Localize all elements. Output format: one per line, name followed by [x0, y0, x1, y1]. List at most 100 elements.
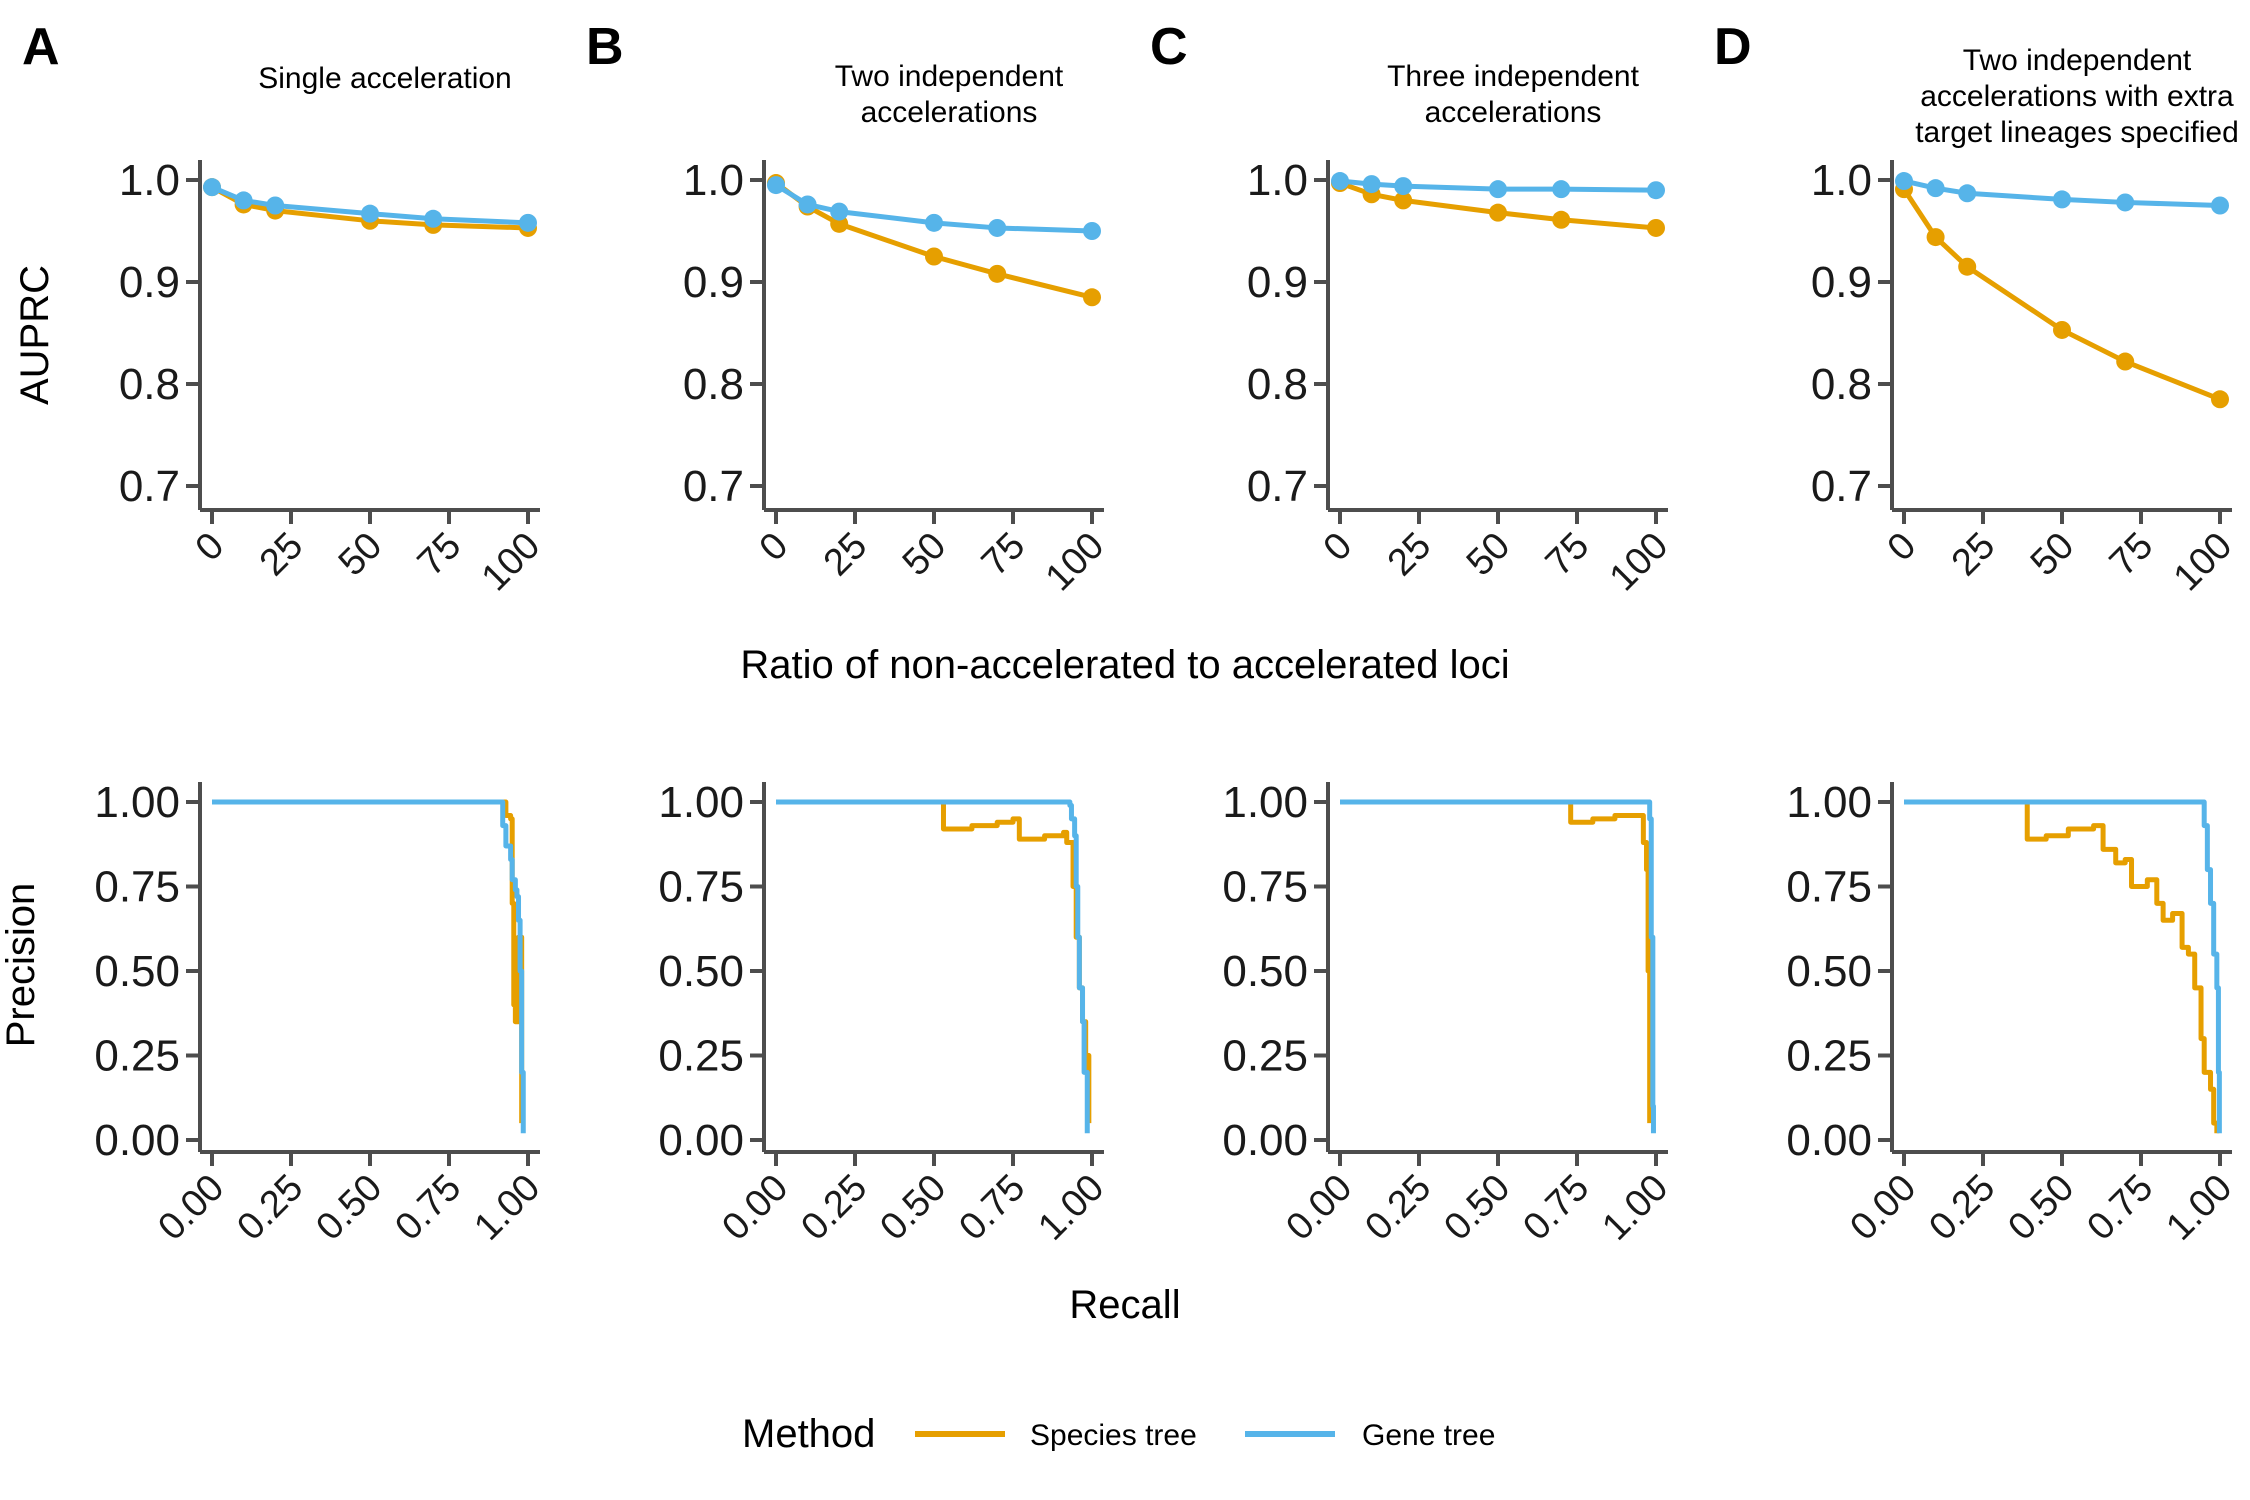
chart-bottom-B: 0.000.250.500.751.000.000.250.500.751.00	[658, 778, 1112, 1249]
legend-label: Species tree	[1030, 1419, 1197, 1452]
x-tick-label: 0.50	[872, 1167, 954, 1249]
x-tick-label: 25	[1380, 525, 1440, 585]
series-line-species-tree	[1901, 187, 2221, 402]
data-point	[2211, 196, 2229, 215]
x-tick-label: 0.50	[2000, 1167, 2082, 1249]
y-tick-label: 0.50	[1786, 947, 1872, 996]
data-point	[2053, 320, 2071, 339]
data-point	[1331, 172, 1349, 191]
y-tick-label: 0.00	[94, 1116, 180, 1165]
x-tick-label: 75	[974, 525, 1034, 585]
y-tick-label: 0.8	[1811, 360, 1872, 409]
series-line-species-tree	[774, 181, 1093, 300]
legend: Method Species tree Gene tree	[742, 1412, 1495, 1456]
data-point	[361, 204, 379, 223]
x-tick-label: 50	[2023, 525, 2083, 585]
panel-title: accelerations	[1425, 96, 1602, 129]
x-tick-label: 0.25	[229, 1167, 311, 1249]
y-tick-label: 0.7	[119, 462, 180, 511]
data-point	[1083, 288, 1101, 307]
y-tick-label: 1.0	[1247, 156, 1308, 205]
panel-title: accelerations with extra	[1920, 80, 2234, 113]
data-point	[424, 209, 443, 228]
y-tick-label: 1.0	[1811, 156, 1872, 205]
x-tick-label: 0.75	[1515, 1167, 1597, 1249]
y-tick-label: 0.00	[1786, 1116, 1872, 1165]
x-tick-label: 100	[474, 525, 549, 600]
x-tick-label: 0	[1316, 525, 1361, 570]
y-tick-label: 0.7	[683, 462, 744, 511]
x-tick-label: 0.75	[951, 1167, 1033, 1249]
x-tick-label: 0.25	[1357, 1167, 1439, 1249]
y-tick-label: 0.25	[1222, 1032, 1308, 1081]
x-tick-label: 0.75	[387, 1167, 469, 1249]
chart-bottom-D: 0.000.250.500.751.000.000.250.500.751.00	[1786, 778, 2240, 1249]
data-point	[1362, 175, 1381, 194]
chart-top-B: 0.7 0.8 0.9 1.0 0 25 50 75 100	[683, 156, 1113, 599]
x-tick-label: 0.75	[2079, 1167, 2161, 1249]
panel-title: target lineages specified	[1915, 116, 2239, 149]
legend-label: Gene tree	[1362, 1419, 1495, 1452]
y-tick-label: 0.75	[94, 863, 180, 912]
panel-letter: A	[22, 18, 60, 76]
data-point	[1394, 191, 1413, 210]
x-tick-label: 1.00	[1594, 1167, 1676, 1249]
y-tick-label: 0.9	[683, 258, 744, 307]
panel-title: Two independent	[835, 60, 1064, 93]
data-point	[2053, 190, 2071, 209]
data-point	[1552, 180, 1571, 199]
panel-title: Three independent	[1387, 60, 1640, 93]
panel-letter: D	[1714, 18, 1752, 76]
y-tick-label: 0.75	[658, 863, 744, 912]
data-point	[988, 264, 1007, 283]
series-line-species-tree	[1904, 799, 2220, 1134]
y-tick-label: 0.25	[1786, 1032, 1872, 1081]
x-tick-label: 50	[895, 525, 955, 585]
x-tick-label: 0.00	[1842, 1167, 1924, 1249]
y-tick-label: 0.50	[1222, 947, 1308, 996]
x-tick-label: 0.00	[1278, 1167, 1360, 1249]
series-line-species-tree	[212, 799, 525, 1124]
chart-bottom-C: 0.000.250.500.751.000.000.250.500.751.00	[1222, 778, 1676, 1249]
y-tick-label: 0.75	[1786, 863, 1872, 912]
data-point	[2116, 193, 2135, 212]
y-tick-label: 0.7	[1811, 462, 1872, 511]
data-point	[2116, 352, 2135, 371]
x-tick-label: 0	[188, 525, 233, 570]
legend-title: Method	[742, 1412, 875, 1456]
series-line-gene-tree	[212, 799, 526, 1134]
y-tick-label: 1.00	[1786, 778, 1872, 827]
y-tick-label: 1.0	[683, 156, 744, 205]
y-tick-label: 1.00	[658, 778, 744, 827]
data-point	[1394, 177, 1413, 196]
x-tick-label: 0.50	[308, 1167, 390, 1249]
x-tick-label: 75	[2102, 525, 2162, 585]
panel-letter: B	[586, 18, 624, 76]
data-point	[1958, 257, 1977, 276]
y-tick-label: 0.7	[1247, 462, 1308, 511]
data-point	[1926, 228, 1945, 247]
x-tick-label: 25	[252, 525, 312, 585]
data-point	[1958, 184, 1977, 203]
data-point	[767, 176, 785, 195]
series-line-species-tree	[1340, 799, 1653, 1124]
y-tick-label: 0.9	[1811, 258, 1872, 307]
data-point	[234, 191, 253, 210]
data-point	[1552, 210, 1571, 229]
data-point	[1895, 172, 1913, 191]
y-tick-label: 0.9	[1247, 258, 1308, 307]
chart-top-D: 0.7 0.8 0.9 1.0 0 25 50 75 100	[1811, 156, 2241, 599]
data-point	[1926, 179, 1945, 198]
x-tick-label: 25	[816, 525, 876, 585]
x-tick-label: 0.25	[1921, 1167, 2003, 1249]
x-tick-label: 0.50	[1436, 1167, 1518, 1249]
series-line-gene-tree	[1904, 799, 2222, 1134]
bottom-y-axis-title: Precision	[0, 883, 43, 1048]
x-tick-label: 50	[331, 525, 391, 585]
series-line-gene-tree	[776, 799, 1090, 1134]
x-tick-label: 0	[752, 525, 797, 570]
y-tick-label: 0.8	[119, 360, 180, 409]
top-y-axis-title: AUPRC	[13, 265, 57, 405]
y-tick-label: 1.0	[119, 156, 180, 205]
